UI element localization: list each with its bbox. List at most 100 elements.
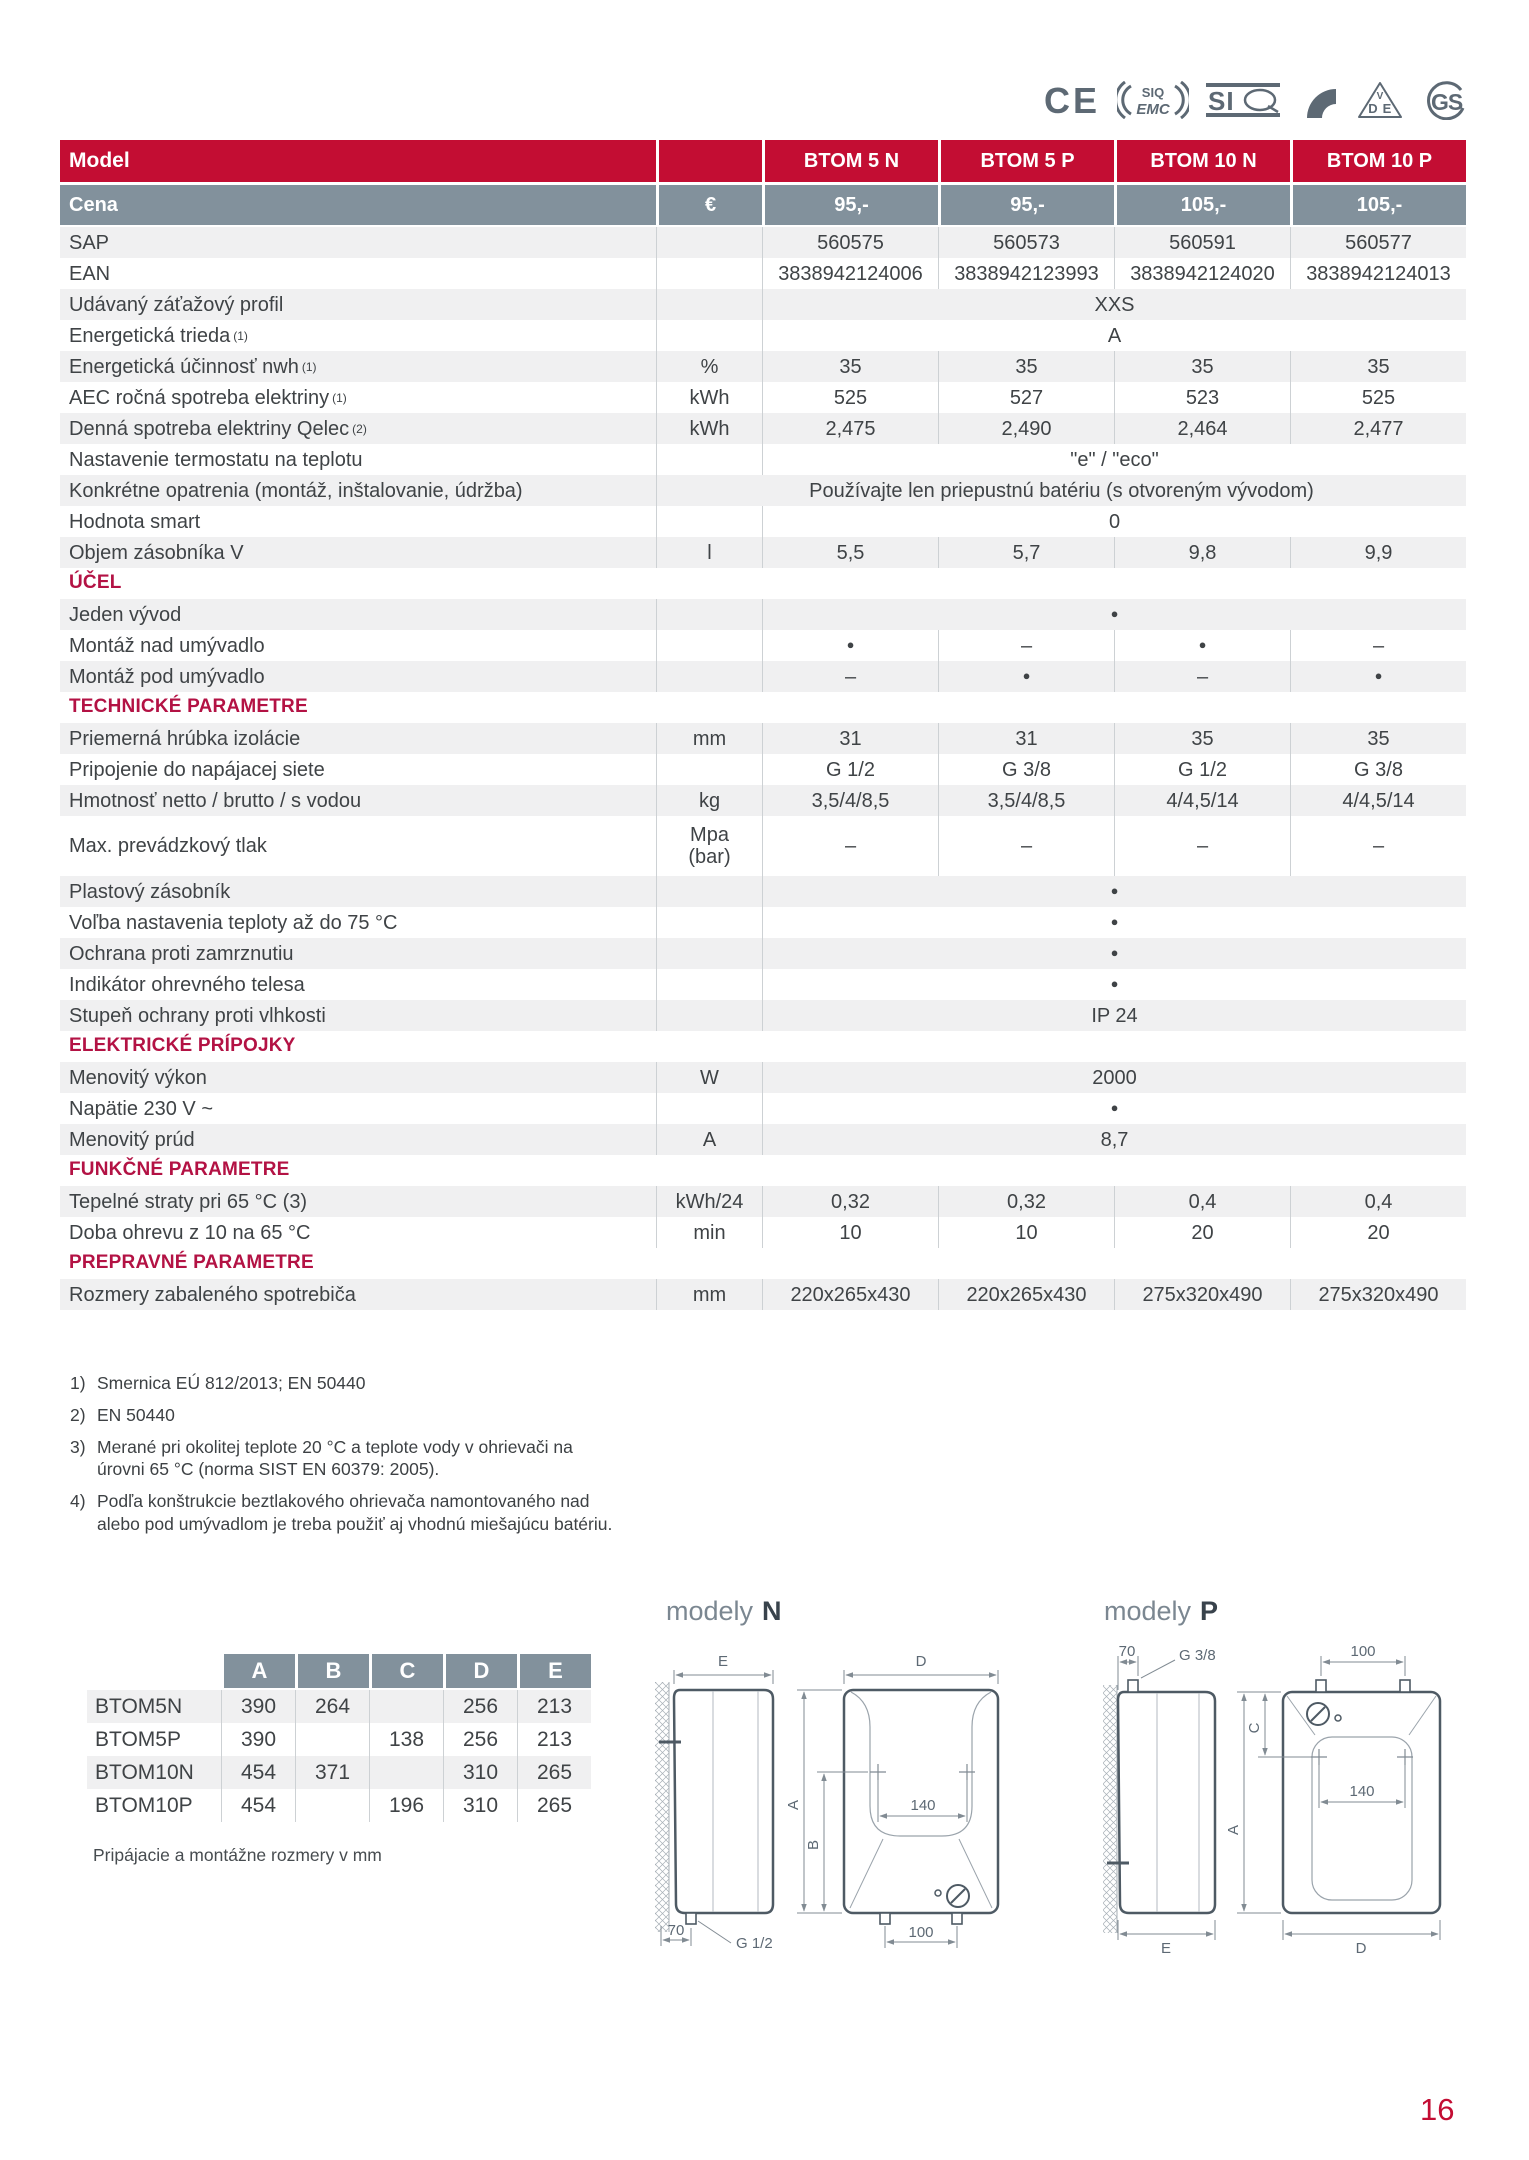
spec-label: Menovitý výkon: [60, 1062, 656, 1093]
spec-label-text: Objem zásobníka V: [69, 541, 244, 564]
spec-label-text: Menovitý výkon: [69, 1066, 207, 1089]
dimension-row: BTOM5N 390 264 256 213: [87, 1690, 591, 1723]
spec-value: 525: [762, 382, 938, 413]
spec-unit: kWh/24: [656, 1186, 762, 1217]
section-title: PREPRAVNÉ PARAMETRE: [69, 1252, 314, 1274]
spec-unit: [656, 969, 762, 1000]
spec-table-row: AEC ročná spotreba elektriny (1) kWh 525 527…: [60, 382, 1466, 413]
spec-value: 105,-: [1114, 185, 1290, 225]
spec-value: 35: [1114, 723, 1290, 754]
spec-label-text: Montáž nad umývadlo: [69, 634, 265, 657]
footnote-number: 2): [70, 1404, 86, 1425]
spec-table-row: Indikátor ohrevného telesa ●: [60, 969, 1466, 1000]
spec-label: Konkrétne opatrenia (montáž, inštalovani…: [60, 475, 656, 506]
spec-value: 523: [1114, 382, 1290, 413]
spec-table-row: SAP 560575 560573 560591 560577: [60, 227, 1466, 258]
pipe-connector-top: [1127, 1679, 1139, 1693]
spec-table-row: Max. prevádzkový tlak Mpa (bar) – – – –: [60, 816, 1466, 876]
spec-unit: [656, 506, 762, 537]
dim-label-100: 100: [908, 1924, 933, 1941]
spec-unit: Mpa (bar): [656, 816, 762, 876]
dim-label-140: 140: [910, 1797, 935, 1814]
spec-section-row: PREPRAVNÉ PARAMETRE: [60, 1248, 1466, 1279]
diagram-model-p: 70 G 3/8 E 100 C A 140 D: [1103, 1643, 1442, 1957]
spec-label: Jeden vývod: [60, 599, 656, 630]
diagram-title-model-p: P: [1200, 1596, 1219, 1626]
spec-table-row: Pripojenie do napájacej siete G 1/2 G 3/8 G…: [60, 754, 1466, 785]
spec-label: SAP: [60, 227, 656, 258]
spec-unit: [656, 289, 762, 320]
bullet-dot: ●: [1198, 637, 1207, 653]
pipe-connector-top: [1315, 1679, 1327, 1693]
spec-value: 220x265x430: [938, 1279, 1114, 1310]
bullet-dot: ●: [1110, 976, 1119, 992]
footnote-number: 4): [70, 1491, 86, 1511]
spec-value: 4/4,5/14: [1290, 785, 1466, 816]
dimension-value: 265: [517, 1756, 591, 1789]
bullet-dot: ●: [1110, 606, 1119, 622]
dimension-value: [295, 1723, 369, 1756]
spec-value: G 1/2: [1114, 754, 1290, 785]
dimension-value: 256: [443, 1690, 517, 1723]
spec-unit: [656, 599, 762, 630]
product-spec-table: Model BTOM 5 N BTOM 5 P BTOM 10 N BTOM 10 P C…: [60, 140, 1466, 1310]
spec-unit: kWh: [656, 382, 762, 413]
spec-table-row: Hmotnosť netto / brutto / s vodou kg 3,5/4…: [60, 785, 1466, 816]
spec-label: Max. prevádzkový tlak: [60, 816, 656, 876]
spec-value: 10: [938, 1217, 1114, 1248]
spec-label: Nastavenie termostatu na teplotu: [60, 444, 656, 475]
spec-label: Pripojenie do napájacej siete: [60, 754, 656, 785]
spec-value: 275x320x490: [1114, 1279, 1290, 1310]
dimension-value: 256: [443, 1723, 517, 1756]
spec-value: 3838942123993: [938, 258, 1114, 289]
dimension-value: [369, 1690, 443, 1723]
spec-unit: mm: [656, 723, 762, 754]
spec-label: Cena: [60, 185, 656, 225]
spec-value: 31: [938, 723, 1114, 754]
spec-label-text: Menovitý prúd: [69, 1128, 195, 1151]
diagram-title-prefix: modely: [1104, 1596, 1192, 1626]
spec-label-text: Nastavenie termostatu na teplotu: [69, 448, 363, 471]
spec-label-text: Konkrétne opatrenia (montáž, inštalovani…: [69, 479, 523, 502]
spec-value: 527: [938, 382, 1114, 413]
spec-value-span: A: [762, 320, 1466, 351]
vde-e-text: E: [1383, 101, 1392, 116]
spec-value-span: ●: [762, 938, 1466, 969]
dimension-value: 371: [295, 1756, 369, 1789]
spec-label: Tepelné straty pri 65 °C (3): [60, 1186, 656, 1217]
spec-label: Montáž pod umývadlo: [60, 661, 656, 692]
dim-label-d: D: [1356, 1940, 1367, 1957]
bullet-dot: ●: [1374, 668, 1383, 684]
spec-value: 0,4: [1290, 1186, 1466, 1217]
spec-section-row: ÚČEL: [60, 568, 1466, 599]
spec-label-text: Rozmery zabaleného spotrebiča: [69, 1283, 356, 1306]
spec-label-text: Max. prevádzkový tlak: [69, 835, 267, 857]
spec-label: Doba ohrevu z 10 na 65 °C: [60, 1217, 656, 1248]
bullet-dot: ●: [1110, 1100, 1119, 1116]
siq-emc-top-text: SIQ: [1142, 85, 1164, 100]
diagram-model-n: E 70 G 1/2 140 A B 100 D: [655, 1653, 1000, 1952]
spec-value: 95,-: [938, 185, 1114, 225]
footnote: 1) Smernica EÚ 812/2013; EN 50440: [70, 1372, 690, 1395]
indicator-light: [934, 1889, 942, 1897]
spec-value-span: XXS: [762, 289, 1466, 320]
spec-label: Priemerná hrúbka izolácie: [60, 723, 656, 754]
spec-unit: A: [656, 1124, 762, 1155]
column-header: BTOM 10 P: [1290, 140, 1466, 182]
ce-mark-text: CE: [1044, 81, 1100, 119]
spec-label-text: Doba ohrevu z 10 na 65 °C: [69, 1221, 311, 1244]
spec-table-row: Udávaný záťažový profil XXS: [60, 289, 1466, 320]
spec-section-row: ELEKTRICKÉ PRÍPOJKY: [60, 1031, 1466, 1062]
column-header: BTOM 5 N: [762, 140, 938, 182]
diagram-title-n: modely N: [666, 1596, 782, 1627]
dimension-column-header: A: [221, 1654, 295, 1688]
spec-value: 3,5/4/8,5: [938, 785, 1114, 816]
dim-label-c: C: [1246, 1722, 1263, 1733]
spec-label: Plastový zásobník: [60, 876, 656, 907]
spec-unit: [656, 938, 762, 969]
siq-mark-icon: SI: [1206, 83, 1280, 117]
spec-value-span: IP 24: [762, 1000, 1466, 1031]
spec-value: G 3/8: [938, 754, 1114, 785]
spec-label-text: Jeden vývod: [69, 603, 182, 626]
